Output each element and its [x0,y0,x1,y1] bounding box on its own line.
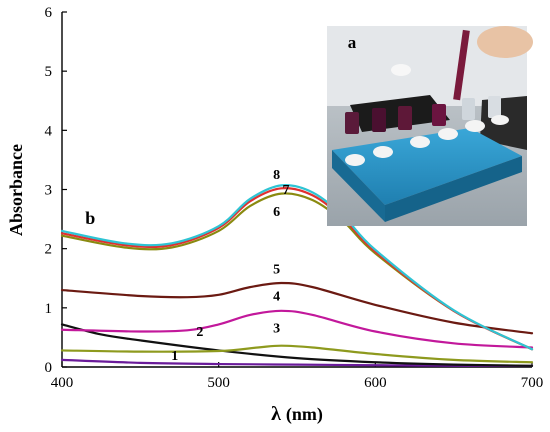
inset-cap [410,136,430,148]
curve-label-3: 3 [273,322,280,337]
curve-label-6: 6 [273,205,280,220]
inset-cap [391,64,411,76]
y-tick-label: 4 [45,123,53,139]
y-tick-label: 0 [45,360,53,376]
inset-blue-rack-side [332,150,385,222]
inset-hand [477,26,533,58]
inset-cap [465,120,485,132]
series-line-1 [60,358,534,367]
inset-vial [398,106,412,130]
inset-vial [372,108,386,132]
inset-vial [488,96,501,118]
curve-label-5: 5 [273,263,280,278]
inset-panel-letter: a [348,33,357,52]
inset-cap [438,128,458,140]
curve-label-8: 8 [273,168,280,183]
x-tick-label: 500 [207,375,230,391]
y-tick-label: 5 [45,64,53,80]
x-tick-label: 700 [521,375,544,391]
series-line-5 [60,281,534,335]
y-axis-title: Absorbance [6,144,26,236]
series-line-2 [60,323,534,367]
curve-label-4: 4 [273,290,280,305]
curve-label-7: 7 [283,183,290,198]
x-tick-label: 600 [364,375,387,391]
series-line-3 [60,344,534,364]
y-tick-label: 1 [45,301,53,317]
y-tick-label: 6 [45,5,53,21]
x-axis-unit: (nm) [286,404,323,425]
series-line-4 [60,309,534,349]
x-ticks: 400 500 600 700 [51,362,544,391]
inset-vial [462,98,475,120]
series-line-8 [60,184,534,351]
y-ticks: 0 1 2 3 4 5 6 [45,5,67,376]
inset-vial [345,112,359,134]
x-axis-symbol: λ [271,403,281,425]
inset-cap [373,146,393,158]
inset-cap [491,115,509,125]
inset-vial [432,104,446,126]
curve-labels: 1 2 3 4 5 678 b [85,168,289,364]
inset-blue-rack-front [385,156,522,222]
panel-letter-b: b [85,208,95,228]
y-tick-label: 3 [45,183,53,199]
inset-pipette [453,29,470,101]
curve-label-2: 2 [196,325,203,340]
curve-label-1: 1 [171,349,178,364]
x-tick-label: 400 [51,375,74,391]
series-lines [60,184,534,367]
x-axis-title: λ (nm) [271,403,323,425]
inset-cap [345,154,365,166]
inset-photo: a [327,26,533,226]
y-tick-label: 2 [45,242,53,258]
